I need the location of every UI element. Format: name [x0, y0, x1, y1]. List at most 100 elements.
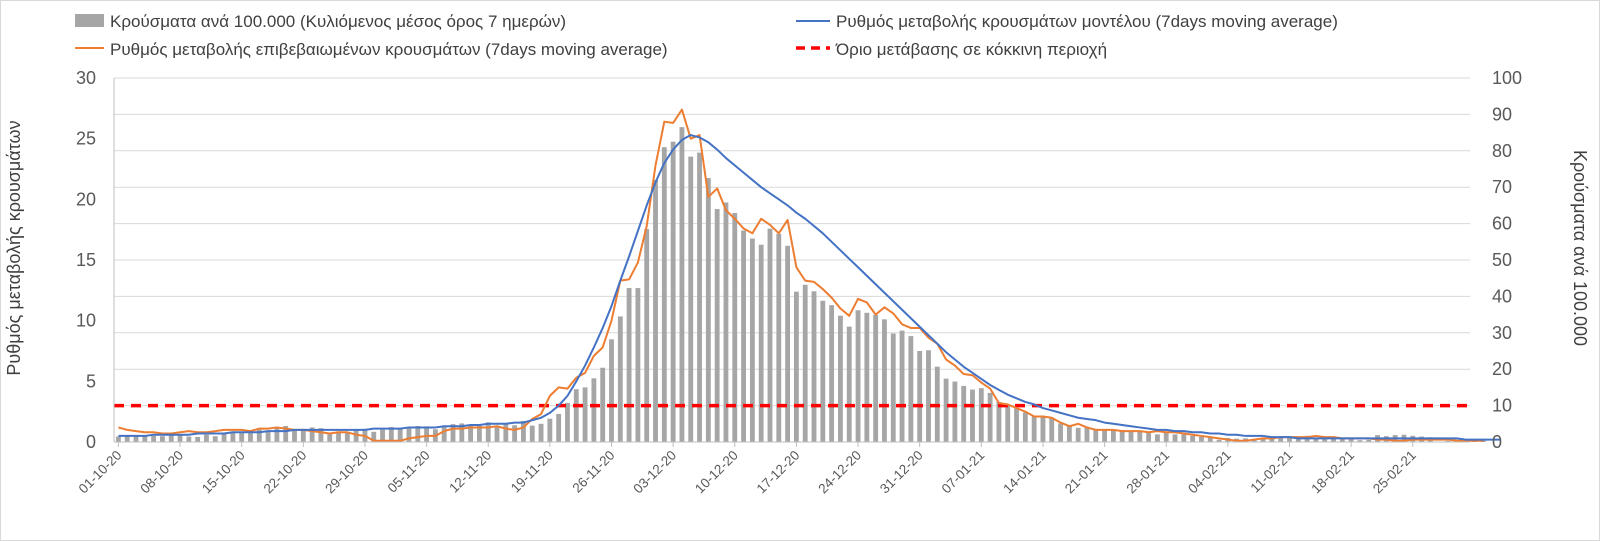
cases-bar	[318, 428, 324, 442]
cases-bar	[679, 127, 685, 442]
x-tick-label: 26-11-20	[569, 448, 617, 496]
cases-bar	[908, 336, 914, 442]
cases-bar	[388, 427, 394, 442]
cases-bar	[626, 288, 632, 442]
cases-bar	[952, 381, 958, 442]
cases-bar	[1366, 439, 1372, 442]
cases-bar	[873, 314, 879, 442]
cases-bar	[943, 378, 949, 442]
cases-bar	[265, 431, 271, 442]
x-tick-label: 17-12-20	[754, 448, 803, 497]
cases-bar	[415, 425, 421, 442]
cases-bar	[380, 429, 385, 442]
cases-bar	[1154, 434, 1160, 442]
cases-bar	[1031, 416, 1037, 442]
cases-bar	[1278, 437, 1284, 442]
x-tick-label: 19-11-20	[508, 448, 556, 496]
cases-bar	[573, 389, 579, 442]
y-axis-right-title: Κρούσματα ανά 100.000	[1570, 150, 1590, 346]
legend-model-label: Ρυθμός μεταβολής κρουσμάτων μοντέλου (7d…	[836, 12, 1338, 31]
cases-bar	[864, 312, 870, 442]
cases-bar	[749, 238, 755, 442]
cases-bar	[1022, 412, 1028, 442]
cases-bar	[1295, 437, 1301, 442]
cases-bar	[1005, 405, 1011, 442]
cases-bar	[1357, 440, 1363, 442]
cases-bar	[1172, 434, 1178, 442]
cases-bar	[476, 425, 482, 442]
cases-bar	[230, 431, 236, 442]
cases-bar	[292, 430, 297, 442]
cases-bar	[256, 429, 262, 442]
cases-bar	[1163, 432, 1169, 442]
cases-bar	[714, 209, 720, 442]
legend-confirmed-label: Ρυθμός μεταβολής επιβεβαιωμένων κρουσμάτ…	[110, 40, 668, 59]
cases-bar	[785, 245, 791, 442]
cases-bar	[758, 244, 764, 442]
y-axis-left-title: Ρυθμός μεταβολής κρουσμάτων	[4, 120, 24, 375]
cases-bar	[441, 426, 447, 442]
cases-bar	[1146, 432, 1152, 442]
cases-bar	[996, 401, 1002, 442]
y-right-tick-label: 0	[1492, 432, 1502, 452]
cases-bar	[327, 432, 333, 442]
confirmed-rate-line	[118, 108, 1484, 442]
cases-bar	[1040, 416, 1046, 442]
cases-bar	[926, 350, 931, 442]
cases-bar	[697, 152, 702, 442]
x-tick-label: 03-12-20	[630, 448, 679, 497]
x-tick-label: 24-12-20	[815, 448, 864, 497]
cases-bars	[115, 127, 1486, 443]
cases-bar	[309, 427, 315, 442]
x-tick-label: 18-02-21	[1308, 448, 1357, 497]
cases-bar	[1207, 437, 1213, 442]
cases-bar	[1313, 437, 1319, 442]
cases-bar	[406, 428, 412, 442]
cases-bar	[1075, 427, 1081, 442]
cases-bar	[635, 288, 641, 442]
cases-bar	[1137, 431, 1143, 442]
cases-bar	[556, 413, 562, 442]
cases-bar	[494, 426, 500, 442]
cases-bar	[609, 339, 614, 442]
cases-bar	[547, 418, 553, 442]
cases-bar	[890, 333, 896, 442]
cases-bar	[600, 367, 606, 442]
cases-bar	[688, 156, 694, 442]
x-tick-label: 12-11-20	[446, 448, 494, 496]
cases-bar	[142, 435, 148, 442]
cases-bar	[1014, 408, 1019, 442]
cases-bar	[1216, 439, 1222, 442]
cases-bar	[344, 432, 350, 442]
y-right-tick-label: 50	[1492, 250, 1512, 270]
cases-bar	[336, 431, 341, 442]
x-tick-label: 08-10-20	[137, 448, 186, 497]
x-tick-label: 15-10-20	[199, 448, 248, 497]
x-tick-label: 31-12-20	[877, 448, 926, 497]
x-tick-label: 14-01-21	[1000, 448, 1049, 497]
x-tick-label: 28-01-21	[1124, 448, 1173, 497]
y-right-tick-label: 90	[1492, 104, 1512, 124]
x-tick-label: 05-11-20	[385, 448, 433, 496]
cases-bar	[239, 432, 245, 442]
cases-bar	[300, 428, 306, 442]
cases-bar	[397, 428, 403, 442]
cases-bar	[133, 435, 139, 442]
cases-bar	[212, 436, 218, 442]
cases-bar	[1058, 423, 1063, 442]
x-tick-label: 01-10-20	[76, 448, 125, 497]
cases-bar	[186, 436, 192, 442]
cases-bar	[1287, 437, 1292, 442]
cases-bar	[529, 425, 535, 442]
cases-bar	[1199, 436, 1204, 442]
x-tick-label: 22-10-20	[261, 448, 310, 497]
cases-bar	[591, 378, 597, 442]
cases-bar	[1084, 427, 1090, 442]
cases-bar	[846, 326, 852, 442]
x-tick-label: 25-02-21	[1370, 448, 1419, 497]
y-left-tick-label: 30	[76, 68, 96, 88]
cases-bar	[1269, 438, 1275, 442]
cases-bar	[353, 430, 359, 442]
y-right-tick-label: 60	[1492, 214, 1512, 234]
